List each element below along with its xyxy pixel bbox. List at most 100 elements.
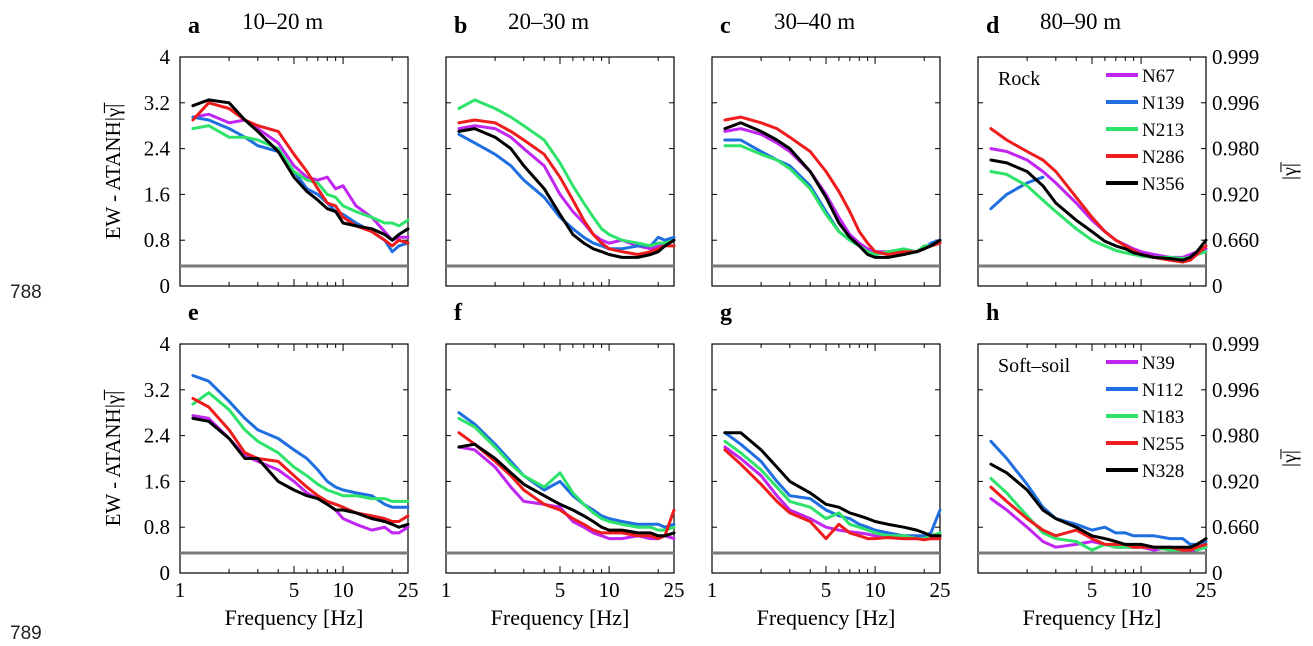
y-tick-label: 0.8	[144, 515, 170, 539]
x-tick-label: 10	[599, 578, 620, 602]
y2-tick-label: 0	[1212, 274, 1223, 298]
panel-title: 10–20 m	[242, 9, 323, 34]
y2-tick-label: 0.980	[1212, 424, 1259, 448]
plot-frame	[445, 343, 675, 574]
x-tick-label: 5	[289, 578, 300, 602]
y2-tick-label: 0.999	[1212, 45, 1259, 69]
series-line-n183	[723, 439, 942, 541]
x-axis-label: Frequency [Hz]	[225, 605, 364, 630]
y-tick-label: 1.6	[144, 182, 170, 206]
y-axis-label: EW - ATANH|γ̅|	[101, 102, 125, 240]
y-tick-label: 2.4	[144, 424, 171, 448]
x-tick-label: 10	[1131, 578, 1152, 602]
series-line-n67	[723, 127, 942, 254]
y-tick-label: 2.4	[144, 137, 171, 161]
legend-label: N67	[1142, 66, 1175, 87]
series-line-n112	[191, 374, 410, 509]
x-axis-label: Frequency [Hz]	[491, 605, 630, 630]
y-tick-label: 1.6	[144, 469, 170, 493]
series-line-n139	[723, 138, 942, 256]
y-tick-label: 0.8	[144, 228, 170, 252]
series-line-n112	[457, 411, 676, 529]
legend-label: N112	[1142, 380, 1184, 401]
x-axis-label: Frequency [Hz]	[1023, 605, 1162, 630]
panel-letter: f	[454, 300, 463, 326]
y-tick-label: 3.2	[144, 378, 170, 402]
legend-label: N39	[1142, 353, 1175, 374]
legend-label: N328	[1142, 461, 1184, 482]
legend-label: N356	[1142, 174, 1184, 195]
y2-tick-label: 0.996	[1212, 378, 1259, 402]
series-line-n39	[457, 445, 676, 541]
x-tick-label: 5	[555, 578, 566, 602]
panel-letter: d	[986, 13, 1000, 39]
y2-axis-label: |γ̅|	[1279, 161, 1301, 180]
y2-tick-label: 0.660	[1212, 515, 1259, 539]
x-tick-label: 25	[398, 578, 419, 602]
series-line-n286	[723, 115, 942, 256]
series-line-n328	[457, 442, 676, 538]
legend-label: N286	[1142, 147, 1184, 168]
y2-tick-label: 0.660	[1212, 228, 1259, 252]
panel-title: 30–40 m	[774, 9, 855, 34]
series-line-n255	[723, 448, 942, 542]
x-tick-label: 10	[865, 578, 886, 602]
y-tick-label: 4	[160, 332, 171, 356]
series-line-n286	[989, 127, 1208, 264]
series-line-n213	[191, 124, 410, 228]
plot-frame	[179, 343, 409, 574]
series-line-n356	[457, 127, 676, 259]
legend-label: N139	[1142, 93, 1184, 114]
series-line-n328	[191, 416, 410, 529]
x-tick-label: 1	[175, 578, 186, 602]
series-line-n183	[191, 391, 410, 503]
panel-letter: b	[454, 13, 467, 39]
panel-letter: h	[986, 300, 999, 326]
series-line-n328	[989, 462, 1208, 549]
panel-letter: e	[188, 300, 199, 326]
y-tick-label: 0	[160, 274, 171, 298]
y-tick-label: 4	[160, 45, 171, 69]
line-number: 788	[10, 282, 42, 303]
x-tick-label: 10	[333, 578, 354, 602]
y2-tick-label: 0.996	[1212, 91, 1259, 115]
series-line-n356	[723, 121, 942, 259]
y-axis-label: EW - ATANH|γ̅|	[101, 389, 125, 527]
x-tick-label: 1	[707, 578, 718, 602]
legend-label: N213	[1142, 120, 1184, 141]
series-line-n255	[989, 485, 1208, 552]
series-line-n39	[723, 445, 942, 541]
panel-annotation: Soft–soil	[998, 355, 1071, 377]
panel-letter: g	[720, 300, 732, 326]
series-line-n213	[457, 98, 676, 248]
y2-tick-label: 0.980	[1212, 137, 1259, 161]
series-line-n183	[457, 416, 676, 532]
x-tick-label: 25	[1196, 578, 1217, 602]
series-line-n255	[191, 396, 410, 523]
panel-title: 20–30 m	[508, 9, 589, 34]
y2-tick-label: 0.920	[1212, 182, 1259, 206]
line-number: 789	[10, 623, 42, 644]
y2-tick-label: 0.920	[1212, 469, 1259, 493]
x-axis-label: Frequency [Hz]	[757, 605, 896, 630]
series-line-n356	[989, 158, 1208, 262]
panel-letter: c	[720, 13, 731, 39]
series-line-n112	[989, 439, 1208, 546]
x-tick-label: 5	[1087, 578, 1098, 602]
panel-title: 80–90 m	[1040, 9, 1121, 34]
series-line-n328	[723, 431, 942, 538]
y-tick-label: 3.2	[144, 91, 170, 115]
plot-frame	[445, 56, 675, 287]
series-line-n286	[457, 118, 676, 256]
x-tick-label: 25	[664, 578, 685, 602]
series-line-n67	[191, 112, 410, 242]
plot-frame	[977, 56, 1207, 287]
series-line-n255	[457, 431, 676, 541]
y2-tick-label: 0	[1212, 561, 1223, 585]
y-tick-label: 0	[160, 561, 171, 585]
y2-tick-label: 0.999	[1212, 332, 1259, 356]
panel-letter: a	[188, 13, 200, 39]
series-line-n112	[723, 431, 942, 538]
x-tick-label: 25	[930, 578, 951, 602]
